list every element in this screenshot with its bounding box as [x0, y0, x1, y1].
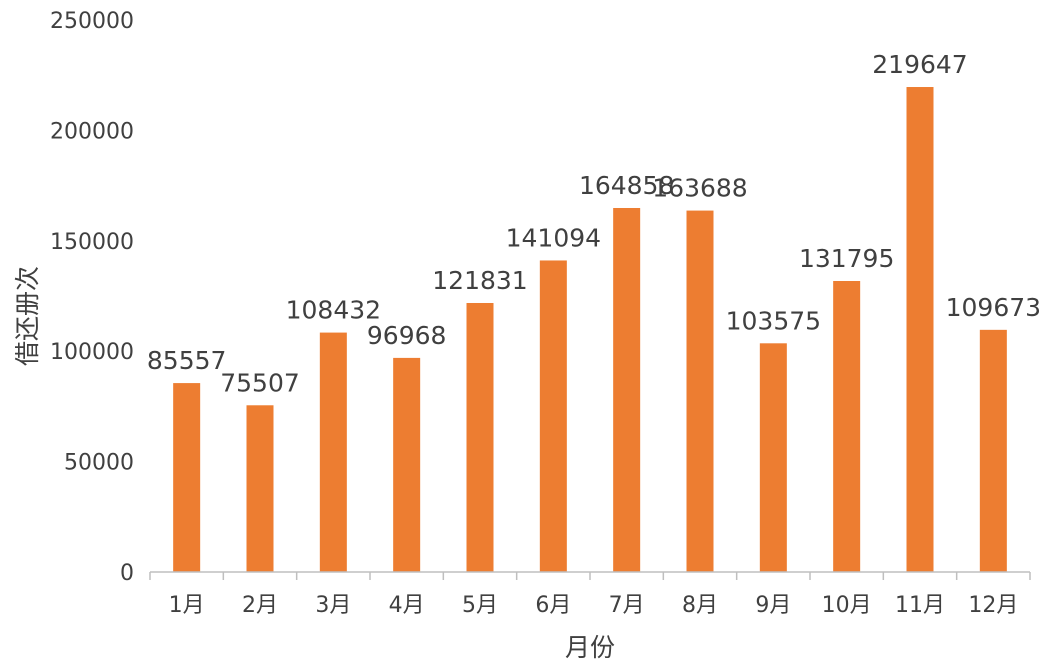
y-axis-ticks: 0 50000 100000 150000 200000 250000	[50, 9, 134, 586]
data-label: 131795	[799, 244, 894, 273]
x-tick-label: 12月	[968, 593, 1018, 618]
y-tick-label: 150000	[50, 230, 134, 255]
x-axis-tick-labels: 1月 2月 3月 4月 5月 6月 7月 8月 9月 10月 11月 12月	[169, 593, 1019, 618]
y-tick-label: 50000	[64, 451, 134, 476]
x-tick-label: 6月	[535, 593, 571, 618]
data-label: 96968	[367, 321, 447, 350]
bar	[906, 87, 934, 573]
x-tick-label: 11月	[895, 593, 945, 618]
bar	[466, 302, 494, 572]
bar	[979, 329, 1007, 572]
x-tick-label: 9月	[755, 593, 791, 618]
x-tick-label: 4月	[389, 593, 425, 618]
bar	[759, 343, 787, 572]
data-label: 164858	[579, 171, 674, 200]
x-tick-label: 1月	[169, 593, 205, 618]
bar	[613, 207, 641, 572]
data-label: 108432	[286, 296, 381, 325]
data-label: 103575	[726, 306, 821, 335]
data-label: 219647	[872, 50, 967, 79]
x-tick-label: 2月	[242, 593, 278, 618]
bar	[393, 357, 421, 572]
x-axis-title: 月份	[565, 633, 615, 662]
data-labels: 8555775507108432969681218311410941648581…	[147, 50, 1041, 397]
data-label: 163688	[652, 174, 747, 203]
y-tick-label: 250000	[50, 9, 134, 34]
x-tick-label: 7月	[609, 593, 645, 618]
bar	[539, 260, 567, 572]
x-tick-label: 3月	[315, 593, 351, 618]
y-tick-label: 200000	[50, 119, 134, 144]
x-tick-label: 8月	[682, 593, 718, 618]
y-axis-title: 借还册次	[13, 266, 42, 366]
bar	[246, 405, 274, 572]
data-label: 75507	[220, 368, 300, 397]
x-axis	[149, 571, 1031, 580]
data-label: 121831	[432, 266, 527, 295]
bar	[319, 332, 347, 572]
data-label: 109673	[946, 293, 1041, 322]
x-tick-label: 5月	[462, 593, 498, 618]
bar	[686, 210, 714, 572]
bars	[173, 87, 1007, 573]
data-label: 141094	[506, 223, 601, 252]
x-tick-label: 10月	[822, 593, 872, 618]
data-label: 85557	[147, 346, 227, 375]
bar	[833, 280, 861, 572]
y-tick-label: 100000	[50, 340, 134, 365]
y-tick-label: 0	[120, 561, 134, 586]
bar	[173, 383, 201, 572]
